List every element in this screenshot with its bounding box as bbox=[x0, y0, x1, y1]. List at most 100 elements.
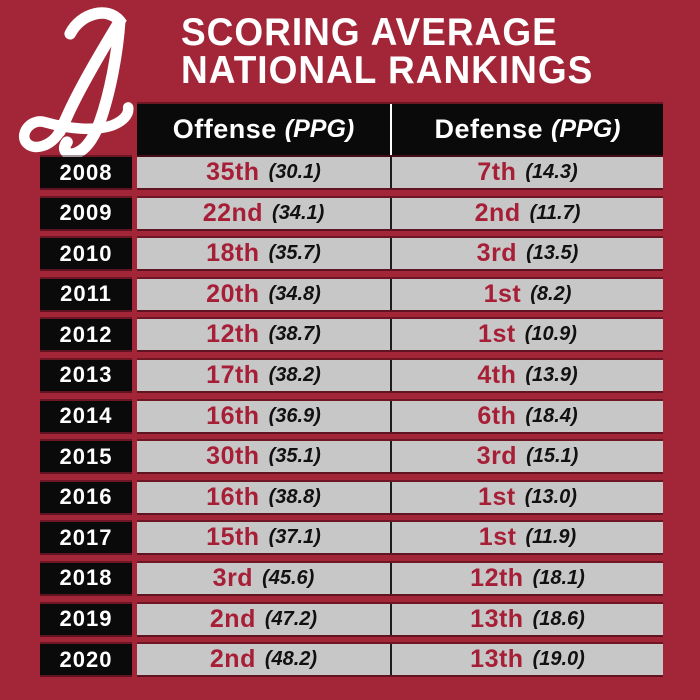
offense-rank: 15th bbox=[206, 523, 260, 552]
year-label: 2015 bbox=[40, 441, 132, 473]
defense-rank: 2nd bbox=[474, 198, 521, 227]
table-header: Offense (PPG) Defense (PPG) bbox=[137, 104, 663, 155]
offense-rank: 20th bbox=[206, 279, 260, 308]
offense-ppg: (38.7) bbox=[268, 323, 321, 346]
offense-cell: 30th (35.1) bbox=[137, 441, 390, 472]
defense-rank: 3rd bbox=[476, 239, 518, 268]
year-label: 2008 bbox=[40, 157, 132, 188]
offense-rank: 16th bbox=[206, 401, 260, 430]
table-row: 2014 16th (36.9) 6th (18.4) bbox=[40, 400, 663, 432]
offense-ppg: (38.8) bbox=[268, 485, 321, 508]
row-values: 16th (38.8) 1st (13.0) bbox=[137, 481, 663, 513]
defense-cell: 7th (14.3) bbox=[390, 157, 663, 188]
defense-cell: 13th (18.6) bbox=[390, 603, 663, 635]
offense-rank: 30th bbox=[206, 442, 260, 471]
table-row: 2016 16th (38.8) 1st (13.0) bbox=[40, 481, 663, 513]
offense-rank: 17th bbox=[206, 360, 260, 389]
row-values: 18th (35.7) 3rd (13.5) bbox=[137, 238, 663, 270]
year-label: 2019 bbox=[40, 603, 132, 635]
defense-ppg: (8.2) bbox=[530, 282, 572, 305]
defense-rank: 1st bbox=[478, 523, 517, 552]
offense-unit: (PPG) bbox=[284, 115, 355, 143]
defense-ppg: (19.0) bbox=[532, 648, 585, 671]
title-line-2: NATIONAL RANKINGS bbox=[181, 47, 594, 92]
defense-ppg: (18.6) bbox=[532, 607, 585, 630]
offense-rank: 2nd bbox=[209, 604, 256, 633]
defense-rank: 1st bbox=[478, 482, 516, 511]
year-label: 2017 bbox=[40, 522, 132, 554]
defense-rank: 1st bbox=[483, 279, 522, 308]
offense-ppg: (45.6) bbox=[262, 566, 315, 589]
offense-cell: 18th (35.7) bbox=[137, 238, 390, 269]
row-values: 35th (30.1) 7th (14.3) bbox=[137, 157, 663, 188]
defense-ppg: (10.9) bbox=[524, 323, 577, 346]
defense-ppg: (18.1) bbox=[532, 566, 585, 589]
table-row: 2011 20th (34.8) 1st (8.2) bbox=[40, 278, 663, 310]
defense-cell: 2nd (11.7) bbox=[390, 197, 663, 229]
offense-ppg: (34.1) bbox=[272, 201, 325, 224]
offense-rank: 2nd bbox=[209, 645, 256, 674]
table-row: 2010 18th (35.7) 3rd (13.5) bbox=[40, 238, 663, 270]
offense-cell: 17th (38.2) bbox=[137, 360, 390, 391]
defense-cell: 4th (13.9) bbox=[390, 359, 663, 391]
defense-cell: 1st (10.9) bbox=[390, 319, 663, 351]
table-row: 2017 15th (37.1) 1st (11.9) bbox=[40, 522, 663, 554]
year-label: 2009 bbox=[40, 197, 132, 229]
header-offense: Offense (PPG) bbox=[137, 104, 390, 155]
defense-rank: 13th bbox=[470, 645, 524, 674]
alabama-script-a-icon bbox=[19, 7, 134, 158]
row-values: 16th (36.9) 6th (18.4) bbox=[137, 400, 663, 432]
defense-ppg: (13.0) bbox=[524, 485, 577, 508]
offense-rank: 35th bbox=[206, 158, 260, 186]
offense-ppg: (34.8) bbox=[268, 282, 321, 305]
defense-rank: 7th bbox=[477, 158, 517, 186]
defense-ppg: (13.5) bbox=[526, 242, 579, 265]
defense-ppg: (18.4) bbox=[525, 404, 578, 427]
row-values: 30th (35.1) 3rd (15.1) bbox=[137, 441, 663, 473]
offense-cell: 2nd (48.2) bbox=[137, 644, 390, 675]
defense-cell: 3rd (13.5) bbox=[390, 238, 663, 270]
offense-cell: 12th (38.7) bbox=[137, 319, 390, 350]
offense-ppg: (48.2) bbox=[264, 648, 318, 671]
offense-cell: 2nd (47.2) bbox=[137, 604, 390, 635]
defense-cell: 6th (18.4) bbox=[390, 400, 663, 432]
table-row: 2015 30th (35.1) 3rd (15.1) bbox=[40, 441, 663, 473]
year-label: 2020 bbox=[40, 644, 132, 676]
offense-rank: 12th bbox=[206, 320, 260, 349]
offense-label: Offense bbox=[172, 114, 277, 144]
defense-unit: (PPG) bbox=[551, 115, 621, 143]
row-values: 17th (38.2) 4th (13.9) bbox=[137, 359, 663, 391]
offense-cell: 20th (34.8) bbox=[137, 279, 390, 310]
table-row: 2020 2nd (48.2) 13th (19.0) bbox=[40, 644, 663, 676]
table-row: 2009 22nd (34.1) 2nd (11.7) bbox=[40, 197, 663, 229]
defense-rank: 1st bbox=[478, 320, 516, 349]
offense-cell: 35th (30.1) bbox=[137, 157, 390, 188]
offense-rank: 18th bbox=[206, 239, 260, 268]
row-values: 22nd (34.1) 2nd (11.7) bbox=[137, 197, 663, 229]
defense-ppg: (15.1) bbox=[526, 445, 579, 468]
defense-ppg: (13.9) bbox=[525, 363, 578, 386]
offense-ppg: (37.1) bbox=[268, 526, 321, 549]
row-values: 15th (37.1) 1st (11.9) bbox=[137, 522, 663, 554]
year-label: 2012 bbox=[40, 319, 132, 351]
defense-rank: 13th bbox=[470, 604, 524, 633]
year-label: 2010 bbox=[40, 238, 132, 270]
offense-ppg: (30.1) bbox=[268, 161, 321, 183]
page-title: SCORING AVERAGE NATIONAL RANKINGS bbox=[181, 9, 594, 92]
defense-rank: 12th bbox=[470, 563, 524, 592]
defense-ppg: (14.3) bbox=[525, 161, 578, 183]
row-values: 12th (38.7) 1st (10.9) bbox=[137, 319, 663, 351]
offense-rank: 22nd bbox=[202, 198, 264, 227]
offense-cell: 16th (38.8) bbox=[137, 482, 390, 513]
offense-rank: 16th bbox=[206, 482, 260, 511]
offense-ppg: (36.9) bbox=[268, 404, 321, 427]
offense-cell: 22nd (34.1) bbox=[137, 198, 390, 229]
row-values: 2nd (47.2) 13th (18.6) bbox=[137, 603, 663, 635]
defense-ppg: (11.7) bbox=[529, 201, 581, 224]
offense-ppg: (38.2) bbox=[268, 363, 321, 386]
offense-cell: 16th (36.9) bbox=[137, 401, 390, 432]
defense-label: Defense bbox=[434, 114, 544, 144]
offense-ppg: (35.1) bbox=[268, 445, 321, 468]
title-line-1: SCORING AVERAGE bbox=[181, 9, 558, 54]
